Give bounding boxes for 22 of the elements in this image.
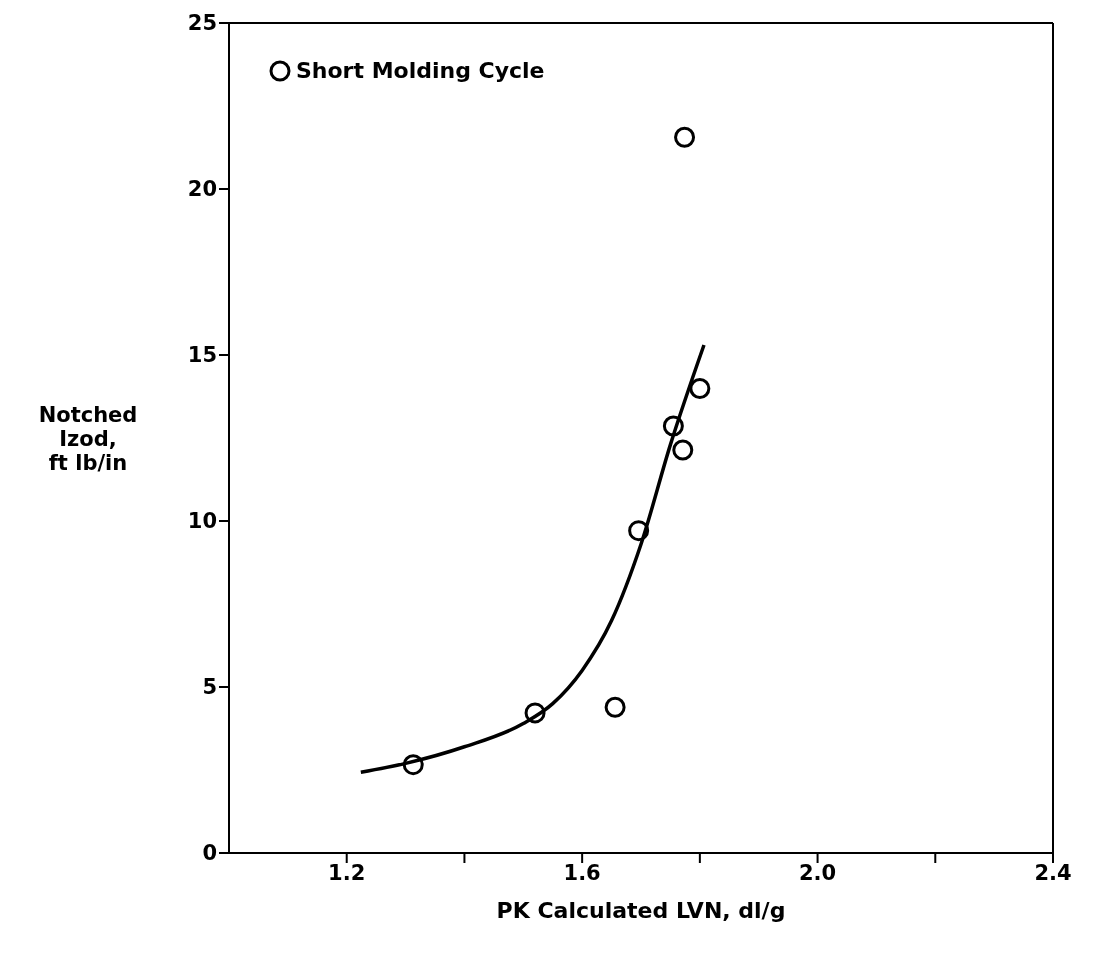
point: [524, 702, 546, 724]
line-series: [359, 343, 706, 775]
point: [662, 415, 684, 437]
y-tick-label: 0: [202, 841, 217, 866]
point: [628, 520, 650, 542]
x-tick-label: 1.2: [328, 860, 366, 885]
y-tick-label: 20: [187, 177, 217, 202]
point: [604, 696, 626, 718]
x-axis-title: PK Calculated LVN, dl/g: [496, 898, 786, 923]
x-tick-label: 2.0: [798, 860, 837, 885]
y-tick-label: 25: [187, 11, 217, 36]
y-axis-title: Notched Izod, ft lb/in: [38, 403, 138, 475]
point: [672, 439, 694, 461]
point: [689, 378, 711, 400]
y-tick-label: 5: [202, 675, 217, 700]
y-tick-label: 15: [187, 343, 217, 368]
y-tick-label: 10: [187, 509, 217, 534]
legend-label: Short Molding Cycle: [296, 58, 545, 83]
x-tick-label: 2.4: [1034, 860, 1072, 885]
x-tick-label: 1.6: [563, 860, 601, 885]
point: [674, 126, 696, 148]
point: [402, 754, 424, 776]
